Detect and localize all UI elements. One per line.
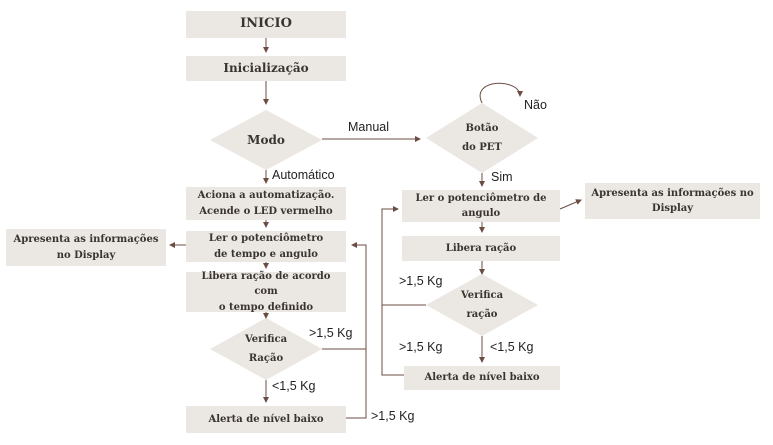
verifica-left-label: Verifica Ração [244, 334, 288, 364]
gt-right-bottom-label: >1,5 Kg [399, 340, 443, 354]
gt-right-top-label: >1,5 Kg [399, 274, 443, 288]
modo-label: Modo [247, 132, 285, 147]
init-node: Inicialização [186, 56, 346, 81]
verifica-right-label: Verifica ração [460, 290, 504, 320]
gt-left-alerta-label: >1,5 Kg [371, 409, 415, 423]
modo-diamond [210, 110, 322, 170]
botao-diamond [426, 103, 538, 173]
display-left-node: Apresenta as informações no Display [6, 229, 166, 266]
nao-label: Não [524, 98, 547, 112]
edge-ler-display-right [559, 199, 582, 210]
edge-right-loop [381, 206, 404, 376]
gt-left-verifica-label: >1,5 Kg [309, 326, 353, 340]
edge-nao-loop [479, 82, 523, 104]
aciona-node: Aciona a automatização. Acende o LED ver… [186, 187, 346, 220]
lt-left-label: <1,5 Kg [272, 379, 316, 393]
ler-left-node: Ler o potenciômetro de tempo e angulo [186, 231, 346, 262]
sim-label: Sim [491, 170, 513, 184]
edge-left-loop [346, 242, 367, 419]
lt-right-label: <1,5 Kg [490, 340, 534, 354]
libera-right-node: Libera ração [402, 236, 560, 261]
botao-label: Botão do PET [462, 123, 502, 153]
automatico-label: Automático [272, 168, 335, 182]
ler-right-node: Ler o potenciômetro de angulo [402, 190, 560, 222]
alerta-right-node: Alerta de nível baixo [404, 366, 560, 390]
start-node: INICIO [186, 11, 346, 38]
alerta-left-node: Alerta de nível baixo [186, 406, 346, 433]
verifica-right-diamond [426, 274, 538, 336]
verifica-left-diamond [210, 318, 322, 380]
display-right-node: Apresenta as informações no Display [585, 183, 760, 219]
libera-left-node: Libera ração de acordo com o tempo defin… [186, 271, 346, 313]
manual-label: Manual [348, 120, 389, 134]
